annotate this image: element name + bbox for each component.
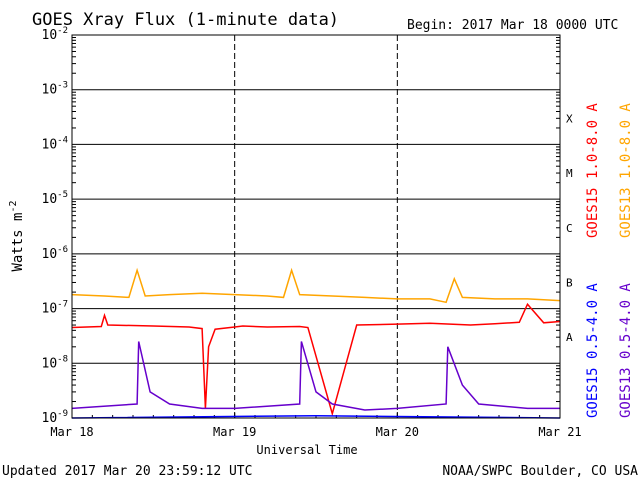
y-tick-base: 10 xyxy=(42,302,58,317)
series-line-1 xyxy=(71,267,561,304)
x-tick-label: Mar 21 xyxy=(538,425,581,439)
y-tick-base: 10 xyxy=(42,356,58,371)
y-axis-label: Watts m-2 xyxy=(8,200,26,271)
y-tick-label: 10-9 xyxy=(42,409,69,426)
flare-class-label: C xyxy=(566,222,573,235)
y-tick-label: 10-4 xyxy=(42,135,69,152)
series-line-0 xyxy=(71,302,561,417)
y-tick-exponent: -8 xyxy=(57,354,68,364)
series-line-2 xyxy=(71,414,561,419)
x-axis-label: Universal Time xyxy=(256,443,357,457)
y-tick-base: 10 xyxy=(42,192,58,207)
chart-title: GOES Xray Flux (1-minute data) xyxy=(32,10,339,30)
y-tick-exponent: -7 xyxy=(57,300,68,310)
y-tick-base: 10 xyxy=(42,411,58,426)
flare-class-label: M xyxy=(566,167,573,180)
begin-label: Begin: 2017 Mar 18 0000 UTC xyxy=(407,18,618,33)
flare-class-label: X xyxy=(566,112,573,125)
y-tick-label: 10-3 xyxy=(42,81,69,98)
y-tick-exponent: -2 xyxy=(57,26,68,36)
y-axis-label-base: Watts m xyxy=(10,213,26,272)
flare-class-label: A xyxy=(566,331,573,344)
updated-timestamp: Updated 2017 Mar 20 23:59:12 UTC xyxy=(2,464,252,479)
y-tick-label: 10-5 xyxy=(42,190,69,207)
legend-entry: GOES15 0.5-4.0 A xyxy=(585,283,601,418)
y-tick-label: 10-7 xyxy=(42,300,69,317)
x-tick-label: Mar 19 xyxy=(213,425,256,439)
x-tick-label: Mar 20 xyxy=(376,425,419,439)
legend-entry: GOES13 1.0-8.0 A xyxy=(618,103,634,238)
y-tick-exponent: -3 xyxy=(57,81,68,91)
flare-class-label: B xyxy=(566,276,573,289)
svg-text:Watts m-2: Watts m-2 xyxy=(8,200,26,271)
series-line-3 xyxy=(71,341,560,411)
y-tick-base: 10 xyxy=(42,137,58,152)
source-credit: NOAA/SWPC Boulder, CO USA xyxy=(442,464,638,479)
y-tick-label: 10-6 xyxy=(42,245,69,262)
y-tick-base: 10 xyxy=(42,247,58,262)
legend-entry: GOES15 1.0-8.0 A xyxy=(585,103,601,238)
y-tick-exponent: -4 xyxy=(57,135,68,145)
y-axis-label-exponent: -2 xyxy=(8,200,19,212)
y-tick-label: 10-8 xyxy=(42,354,69,371)
y-tick-label: 10-2 xyxy=(42,26,69,43)
y-tick-exponent: -6 xyxy=(57,245,68,255)
y-tick-exponent: -5 xyxy=(57,190,68,200)
y-tick-base: 10 xyxy=(42,28,58,43)
legend-entry: GOES13 0.5-4.0 A xyxy=(618,283,634,418)
y-tick-base: 10 xyxy=(42,83,58,98)
y-tick-exponent: -9 xyxy=(57,409,68,419)
x-tick-label: Mar 18 xyxy=(50,425,93,439)
plot-frame xyxy=(71,34,561,419)
plot-area xyxy=(71,34,561,419)
